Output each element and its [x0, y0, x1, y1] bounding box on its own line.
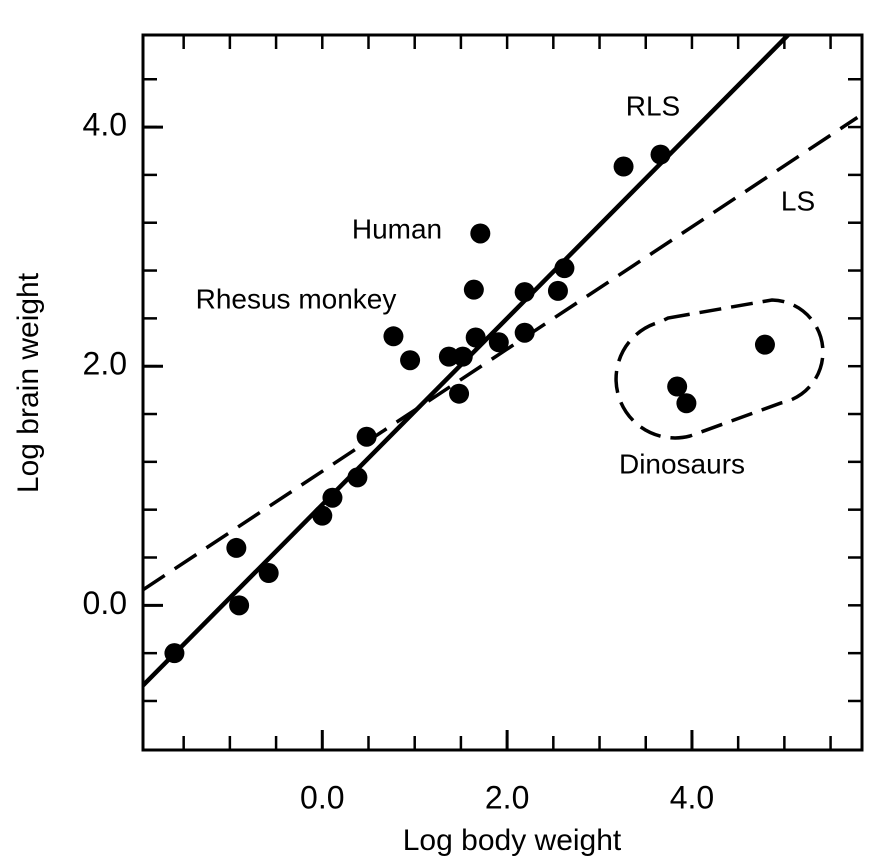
- data-point: [229, 595, 250, 616]
- data-point: [449, 383, 470, 404]
- annotation: Human: [352, 213, 442, 244]
- data-point: [667, 376, 688, 397]
- data-point: [347, 467, 368, 488]
- data-point: [164, 643, 185, 664]
- data-point: [650, 144, 671, 165]
- data-point: [754, 334, 775, 355]
- data-point: [463, 279, 484, 300]
- data-point: [258, 563, 279, 584]
- line-label: LS: [781, 185, 815, 216]
- data-point: [547, 280, 568, 301]
- data-point: [465, 327, 486, 348]
- x-tick-label: 2.0: [485, 779, 529, 815]
- data-point: [676, 393, 697, 414]
- data-point: [383, 326, 404, 347]
- y-tick-label: 0.0: [83, 585, 127, 621]
- data-point: [514, 282, 535, 303]
- y-tick-label: 2.0: [83, 346, 127, 382]
- annotation: Rhesus monkey: [196, 283, 397, 314]
- data-point: [356, 426, 377, 447]
- data-point: [613, 156, 634, 177]
- y-tick-label: 4.0: [83, 107, 127, 143]
- y-axis-label: Log brain weight: [12, 272, 45, 493]
- line-label: RLS: [626, 90, 680, 121]
- data-point: [312, 505, 333, 526]
- plot-frame: [141, 33, 864, 752]
- dinosaur-outline: [614, 298, 825, 440]
- x-tick-label: 4.0: [670, 779, 714, 815]
- data-point: [322, 487, 343, 508]
- data-point: [452, 346, 473, 367]
- data-point: [514, 322, 535, 343]
- annotation: Dinosaurs: [619, 448, 745, 479]
- data-point: [554, 258, 575, 279]
- data-point: [226, 537, 247, 558]
- data-point: [438, 346, 459, 367]
- data-point: [470, 223, 491, 244]
- data-point: [400, 350, 421, 371]
- x-tick-label: 0.0: [300, 779, 344, 815]
- x-axis-label: Log body weight: [403, 824, 622, 857]
- fit-line: [142, 116, 859, 592]
- data-point: [488, 332, 509, 353]
